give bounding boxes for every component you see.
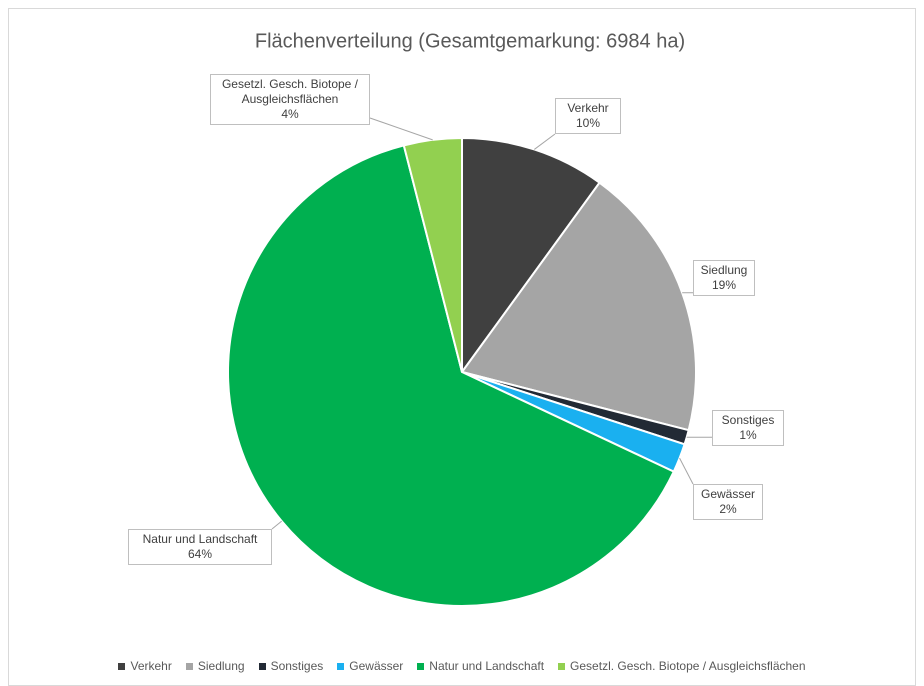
data-label-name: Gesetzl. Gesch. Biotope / Ausgleichsfläc… [221, 77, 359, 106]
data-label: Gesetzl. Gesch. Biotope / Ausgleichsfläc… [210, 74, 370, 125]
data-label: Natur und Landschaft 64% [128, 529, 272, 565]
legend-swatch [558, 662, 566, 670]
legend-label: Gewässer [349, 659, 404, 673]
data-label-value: 64% [187, 547, 213, 561]
pie-slice [402, 136, 463, 373]
legend-label: Gesetzl. Gesch. Biotope / Ausgleichsfläc… [570, 659, 806, 673]
legend-item: Gesetzl. Gesch. Biotope / Ausgleichsfläc… [558, 659, 806, 673]
data-label-value: 1% [739, 428, 757, 442]
data-label: Sonstiges 1% [712, 410, 784, 446]
legend-item: Verkehr [118, 659, 172, 673]
legend-swatch [337, 662, 345, 670]
data-label-value: 4% [281, 107, 299, 121]
data-label-name: Verkehr [567, 101, 609, 115]
data-label: Verkehr 10% [555, 98, 621, 134]
legend-label: Natur und Landschaft [429, 659, 545, 673]
leader-line [534, 133, 556, 150]
legend-swatch [417, 662, 425, 670]
legend-item: Gewässer [337, 659, 403, 673]
legend-item: Natur und Landschaft [417, 659, 544, 673]
data-label-name: Natur und Landschaft [142, 532, 258, 546]
data-label-value: 19% [711, 278, 737, 292]
data-label: Siedlung 19% [693, 260, 755, 296]
leader-line [271, 520, 283, 530]
legend-item: Sonstiges [258, 659, 324, 673]
data-label: Gewässer 2% [693, 484, 763, 520]
legend-item: Siedlung [185, 659, 245, 673]
legend: Verkehr Siedlung Sonstiges Gewässer Natur un… [0, 659, 924, 673]
data-label-name: Gewässer [700, 487, 756, 501]
data-label-value: 10% [575, 116, 601, 130]
leader-line [679, 457, 694, 485]
legend-swatch [118, 662, 126, 670]
chart-title: Flächenverteilung (Gesamtgemarkung: 6984… [255, 30, 685, 52]
data-label-value: 2% [719, 502, 737, 516]
data-label-name: Siedlung [700, 263, 748, 277]
pie-slice [460, 181, 697, 432]
legend-label: Siedlung [197, 659, 245, 673]
legend-swatch [185, 662, 193, 670]
data-label-name: Sonstiges [721, 413, 775, 427]
leader-line [369, 117, 433, 141]
legend-label: Sonstiges [270, 659, 324, 673]
legend-label: Verkehr [130, 659, 172, 673]
legend-swatch [258, 662, 266, 670]
